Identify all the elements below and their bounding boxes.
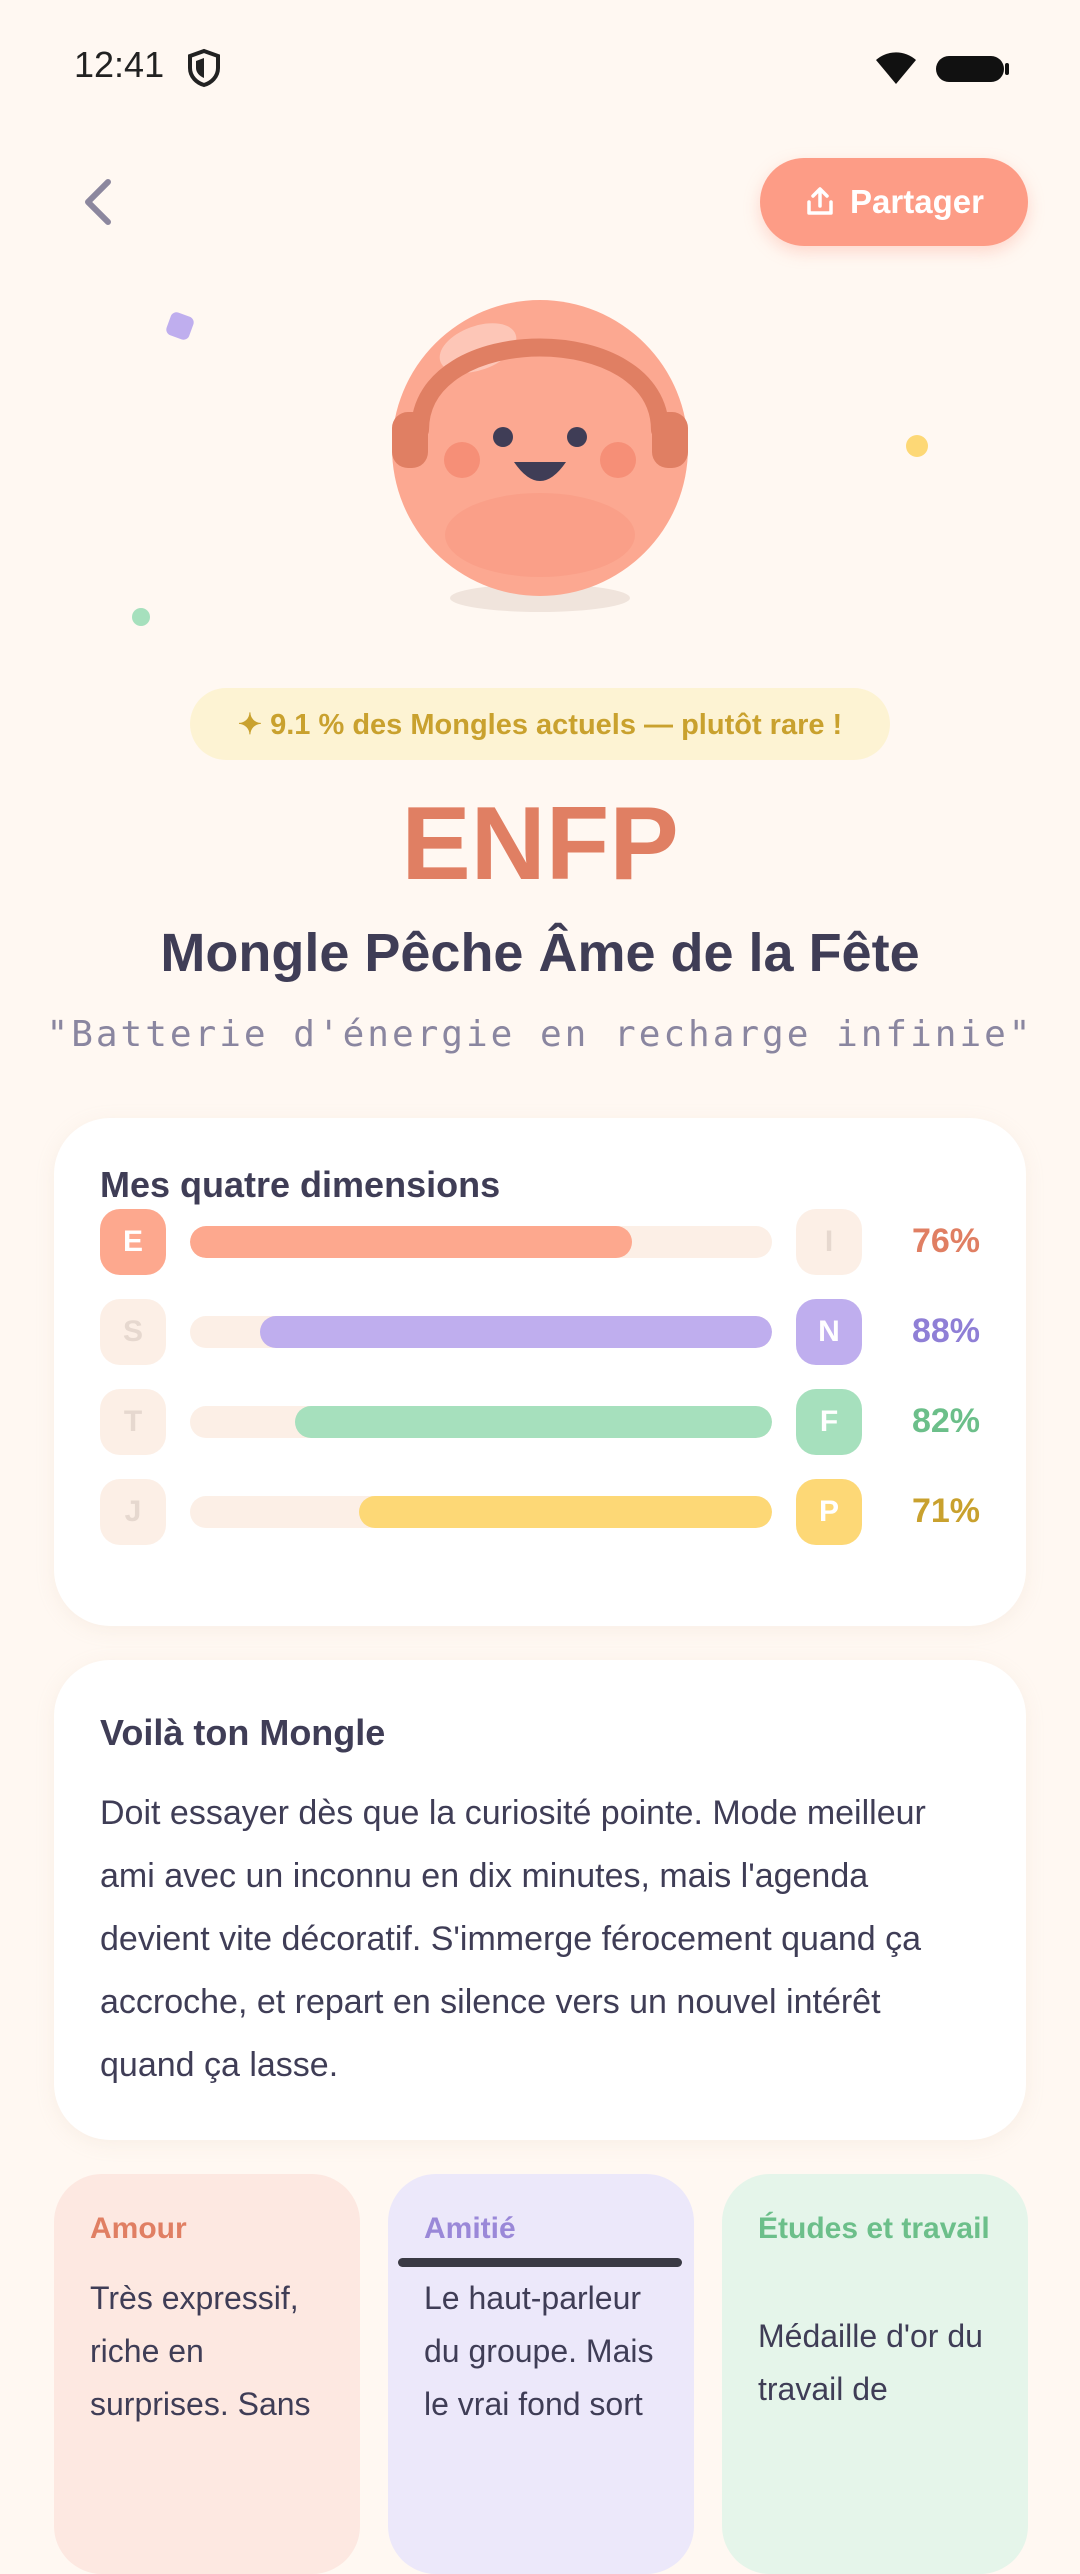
dimension-bar (294, 1406, 772, 1438)
topic-text: Très expressif, riche en surprises. Sans (90, 2280, 311, 2422)
dimension-letter: E (100, 1209, 166, 1275)
home-indicator (398, 2258, 682, 2267)
topic-title: Amitié (424, 2212, 516, 2245)
share-icon (807, 187, 833, 215)
topic-card: Études et travail Médaille d'or du travai… (722, 2174, 1028, 2574)
card-title: Mes quatre dimensions (100, 1164, 501, 1205)
mongle-name: Mongle Pêche Âme de la Fête (160, 923, 920, 983)
dimension-percent: 88% (911, 1312, 980, 1350)
topic-title: Études et travail (758, 2212, 990, 2245)
dimensions-card: Mes quatre dimensions E I 76% S N 88% T F 82% J P 7… (54, 1118, 1026, 1626)
dimension-letter: F (796, 1389, 862, 1455)
description-text: Doit essayer dès que la curiosité pointe… (100, 1794, 926, 2084)
topic-title: Amour (90, 2212, 187, 2245)
topic-text: Médaille d'or du travail de (758, 2318, 983, 2407)
status-icons (876, 52, 1009, 84)
personality-type: ENFP (401, 786, 679, 902)
dimension-bar (259, 1316, 772, 1348)
dimension-letter: T (100, 1389, 166, 1455)
dimension-track (190, 1316, 772, 1348)
card-title: Voilà ton Mongle (100, 1712, 386, 1753)
dimension-letter: S (100, 1299, 166, 1365)
dimension-track (190, 1496, 772, 1528)
dimension-letter: J (100, 1479, 166, 1545)
tagline: "Batterie d'énergie en recharge infinie" (46, 1014, 1034, 1055)
dimension-bar (190, 1226, 633, 1258)
mascot (392, 300, 688, 612)
dimension-letter: N (796, 1299, 862, 1365)
dimension-track (190, 1226, 772, 1258)
topic-text: Le haut-parleur du groupe. Mais le vrai … (424, 2280, 654, 2422)
description-card: Voilà ton Mongle Doit essayer dès que la… (54, 1660, 1026, 2140)
dimension-percent: 76% (911, 1222, 980, 1260)
app-screen: {"status_bar":{"time":"12:41"}, "header"… (46, 44, 1034, 2574)
decorations (132, 312, 928, 626)
rarity-badge: ✦ 9.1 % des Mongles actuels — plutôt rar… (190, 688, 890, 760)
share-label: Partager (850, 183, 984, 220)
dimension-letter: P (796, 1479, 862, 1545)
dimension-percent: 71% (911, 1492, 980, 1530)
back-button[interactable] (70, 170, 130, 234)
dimension-letter: I (796, 1209, 862, 1275)
dimension-track (190, 1406, 772, 1438)
dimension-percent: 82% (911, 1402, 980, 1440)
status-time: 12:41 (74, 44, 165, 85)
shield-icon (188, 48, 220, 88)
dimension-bar (358, 1496, 772, 1528)
topic-card: Amour Très expressif, riche en surprises.… (54, 2174, 360, 2574)
topic-card: Amitié Le haut-parleur du groupe. Mais le… (388, 2174, 694, 2574)
share-button[interactable]: Partager (760, 158, 1028, 246)
